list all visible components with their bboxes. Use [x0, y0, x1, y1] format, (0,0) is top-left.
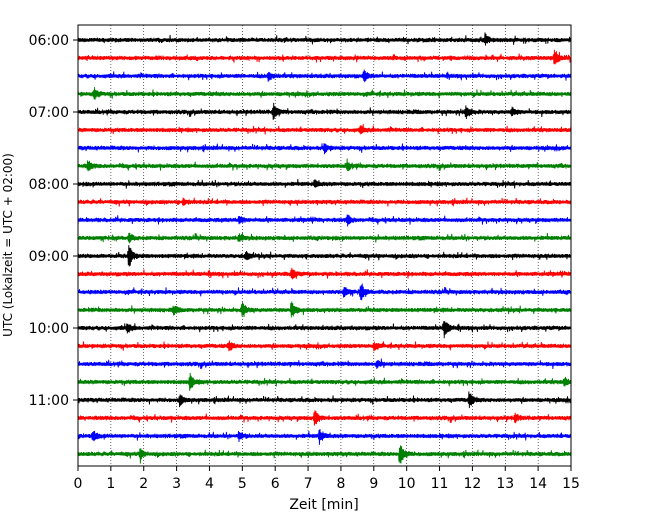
trace-1115	[77, 410, 572, 426]
trace-0845	[77, 232, 572, 244]
trace-0915	[77, 267, 572, 280]
x-tick-label: 3	[172, 476, 181, 492]
y-tick-label: 08:00	[29, 177, 69, 193]
trace-1145	[77, 445, 572, 464]
x-tick-label: 8	[336, 476, 345, 492]
trace-0600	[77, 32, 572, 46]
y-tick-label: 10:00	[29, 321, 69, 337]
trace-0730	[77, 143, 572, 155]
plot-frame	[77, 24, 572, 467]
trace-0645	[77, 87, 572, 100]
trace-1045	[77, 372, 572, 391]
x-tick-label: 15	[562, 476, 580, 492]
x-tick-label: 10	[398, 476, 416, 492]
x-tick-label: 11	[431, 476, 449, 492]
x-tick-label: 5	[238, 476, 247, 492]
y-axis-label: UTC (Lokalzeit = UTC + 02:00)	[1, 153, 15, 337]
trace-0630	[77, 69, 572, 83]
trace-0930	[77, 283, 572, 301]
y-tick-label: 11:00	[29, 393, 69, 409]
x-tick-label: 4	[205, 476, 214, 492]
x-tick-label: 2	[139, 476, 148, 492]
trace-0800	[77, 179, 572, 189]
y-tick-label: 06:00	[29, 33, 69, 49]
trace-0945	[77, 301, 572, 318]
x-axis-label: Zeit [min]	[289, 497, 358, 513]
x-axis: 0 1 2 3 4 5 6 7 8 9 10 11 12 13 14 15	[74, 466, 580, 492]
trace-0615	[77, 49, 572, 65]
trace-0745	[77, 158, 572, 172]
trace-1130	[77, 429, 572, 445]
y-tick-label: 09:00	[29, 249, 69, 265]
y-tick-label: 07:00	[29, 105, 69, 121]
trace-1100	[77, 391, 572, 409]
x-tick-label: 1	[106, 476, 115, 492]
trace-0715	[77, 123, 572, 135]
seismic-traces	[77, 32, 572, 464]
x-tick-label: 6	[271, 476, 280, 492]
x-tick-label: 9	[369, 476, 378, 492]
x-tick-label: 14	[529, 476, 547, 492]
trace-0900	[77, 245, 572, 267]
trace-1030	[77, 358, 572, 370]
x-tick-label: 12	[463, 476, 481, 492]
x-tick-label: 7	[304, 476, 313, 492]
x-tick-label: 0	[74, 476, 83, 492]
trace-0830	[77, 214, 572, 227]
y-axis: 06:00 07:00 08:00 09:00 10:00 11:00	[29, 33, 78, 409]
trace-1000	[77, 321, 572, 339]
trace-1015	[77, 340, 572, 352]
trace-0815	[77, 197, 572, 207]
x-tick-label: 13	[496, 476, 514, 492]
trace-0700	[77, 102, 572, 120]
